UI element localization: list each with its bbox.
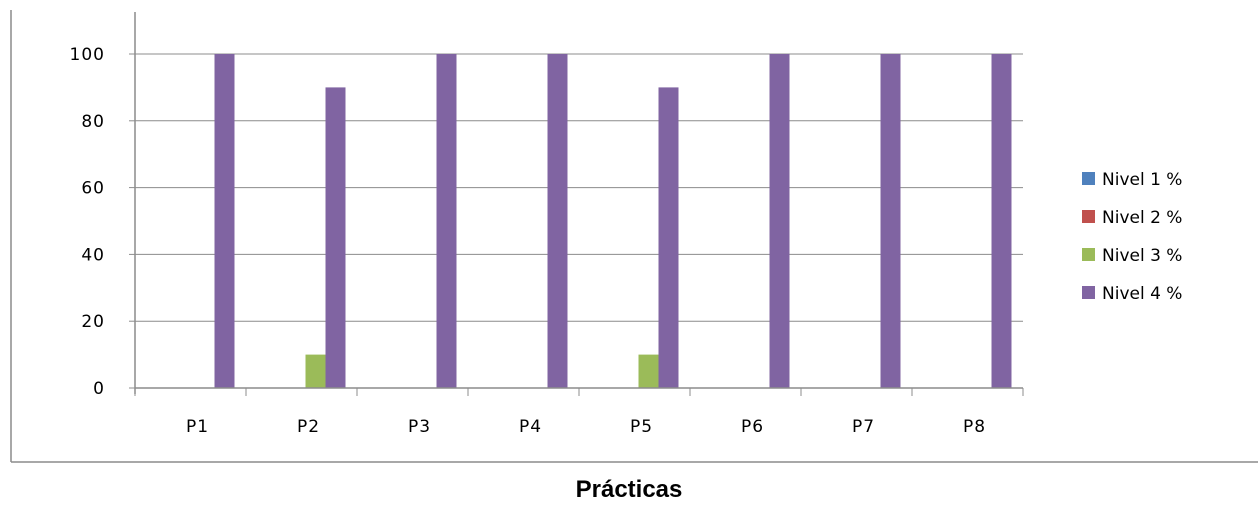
x-tick-label: P2 <box>297 417 320 437</box>
x-axis-title: Prácticas <box>575 476 683 503</box>
legend-label-1: Nivel 1 % <box>1102 170 1182 190</box>
y-tick-label: 100 <box>70 45 105 65</box>
bar-chart: 0 20 40 60 80 100 P1 P2 P3 P4 P5 P6 P7 P8 Nivel 1 % Niv… <box>10 10 1258 463</box>
bar-p7-series-4 <box>880 54 901 388</box>
x-tick-label: P1 <box>186 417 209 437</box>
x-tick-label: P6 <box>741 417 764 437</box>
x-tick-label: P4 <box>519 417 542 437</box>
legend-swatch-1 <box>1082 172 1095 185</box>
legend-label-3: Nivel 3 % <box>1102 246 1182 266</box>
bar-p5-series-4 <box>658 87 679 389</box>
x-tick-label: P3 <box>408 417 431 437</box>
bar-p4-series-4 <box>547 54 568 388</box>
bar-p2-series-4 <box>325 87 346 389</box>
bar-p8-series-4 <box>991 54 1012 388</box>
legend-label-2: Nivel 2 % <box>1102 208 1182 228</box>
bar-p1-series-4 <box>214 54 235 388</box>
legend-swatch-4 <box>1082 286 1095 299</box>
bar-p5-series-3 <box>638 354 659 388</box>
legend-swatch-3 <box>1082 248 1095 261</box>
bar-p6-series-4 <box>769 54 790 388</box>
y-tick-label: 0 <box>93 379 105 399</box>
legend-label-4: Nivel 4 % <box>1102 284 1182 304</box>
y-tick-label: 80 <box>81 112 105 132</box>
y-tick-label: 20 <box>81 312 105 332</box>
x-tick-label: P5 <box>630 417 653 437</box>
legend-swatch-2 <box>1082 210 1095 223</box>
y-tick-label: 60 <box>81 179 105 199</box>
bar-p3-series-4 <box>436 54 457 388</box>
x-tick-label: P8 <box>963 417 986 437</box>
y-tick-label: 40 <box>81 245 105 265</box>
x-tick-label: P7 <box>852 417 875 437</box>
bar-p2-series-3 <box>305 354 326 388</box>
